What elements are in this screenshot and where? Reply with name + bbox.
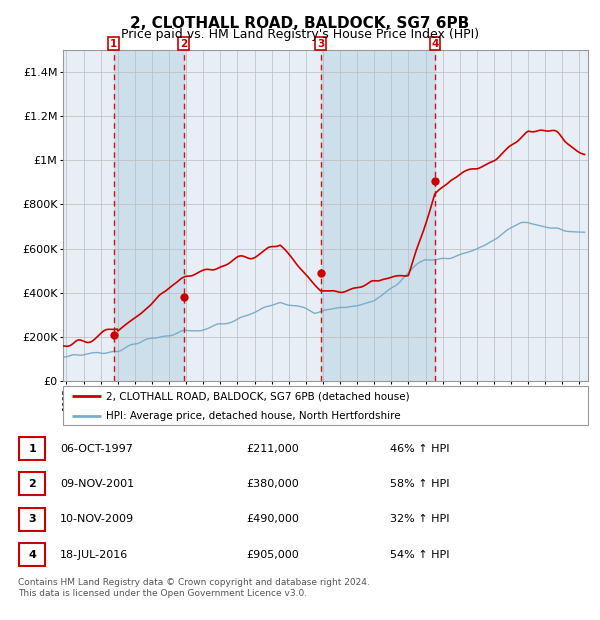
Text: £211,000: £211,000 [246,443,299,454]
Text: £490,000: £490,000 [246,514,299,525]
Text: 4: 4 [431,39,439,49]
Text: 3: 3 [29,514,36,525]
Text: 2, CLOTHALL ROAD, BALDOCK, SG7 6PB: 2, CLOTHALL ROAD, BALDOCK, SG7 6PB [130,16,470,31]
Text: 54% ↑ HPI: 54% ↑ HPI [390,549,449,560]
Text: Contains HM Land Registry data © Crown copyright and database right 2024.
This d: Contains HM Land Registry data © Crown c… [18,578,370,598]
Text: 4: 4 [28,549,37,560]
Text: 06-OCT-1997: 06-OCT-1997 [60,443,133,454]
Text: 1: 1 [110,39,117,49]
Text: £380,000: £380,000 [246,479,299,489]
Text: 32% ↑ HPI: 32% ↑ HPI [390,514,449,525]
Bar [113,50,184,381]
Text: 2: 2 [180,39,187,49]
Text: 2, CLOTHALL ROAD, BALDOCK, SG7 6PB (detached house): 2, CLOTHALL ROAD, BALDOCK, SG7 6PB (deta… [106,391,410,401]
Text: Price paid vs. HM Land Registry's House Price Index (HPI): Price paid vs. HM Land Registry's House … [121,28,479,41]
Text: £905,000: £905,000 [246,549,299,560]
Text: 58% ↑ HPI: 58% ↑ HPI [390,479,449,489]
Bar [320,50,435,381]
Text: 2: 2 [29,479,36,489]
Text: 10-NOV-2009: 10-NOV-2009 [60,514,134,525]
Text: 18-JUL-2016: 18-JUL-2016 [60,549,128,560]
Text: 3: 3 [317,39,324,49]
Text: 1: 1 [29,443,36,454]
Text: HPI: Average price, detached house, North Hertfordshire: HPI: Average price, detached house, Nort… [106,411,401,421]
Text: 46% ↑ HPI: 46% ↑ HPI [390,443,449,454]
Text: 09-NOV-2001: 09-NOV-2001 [60,479,134,489]
